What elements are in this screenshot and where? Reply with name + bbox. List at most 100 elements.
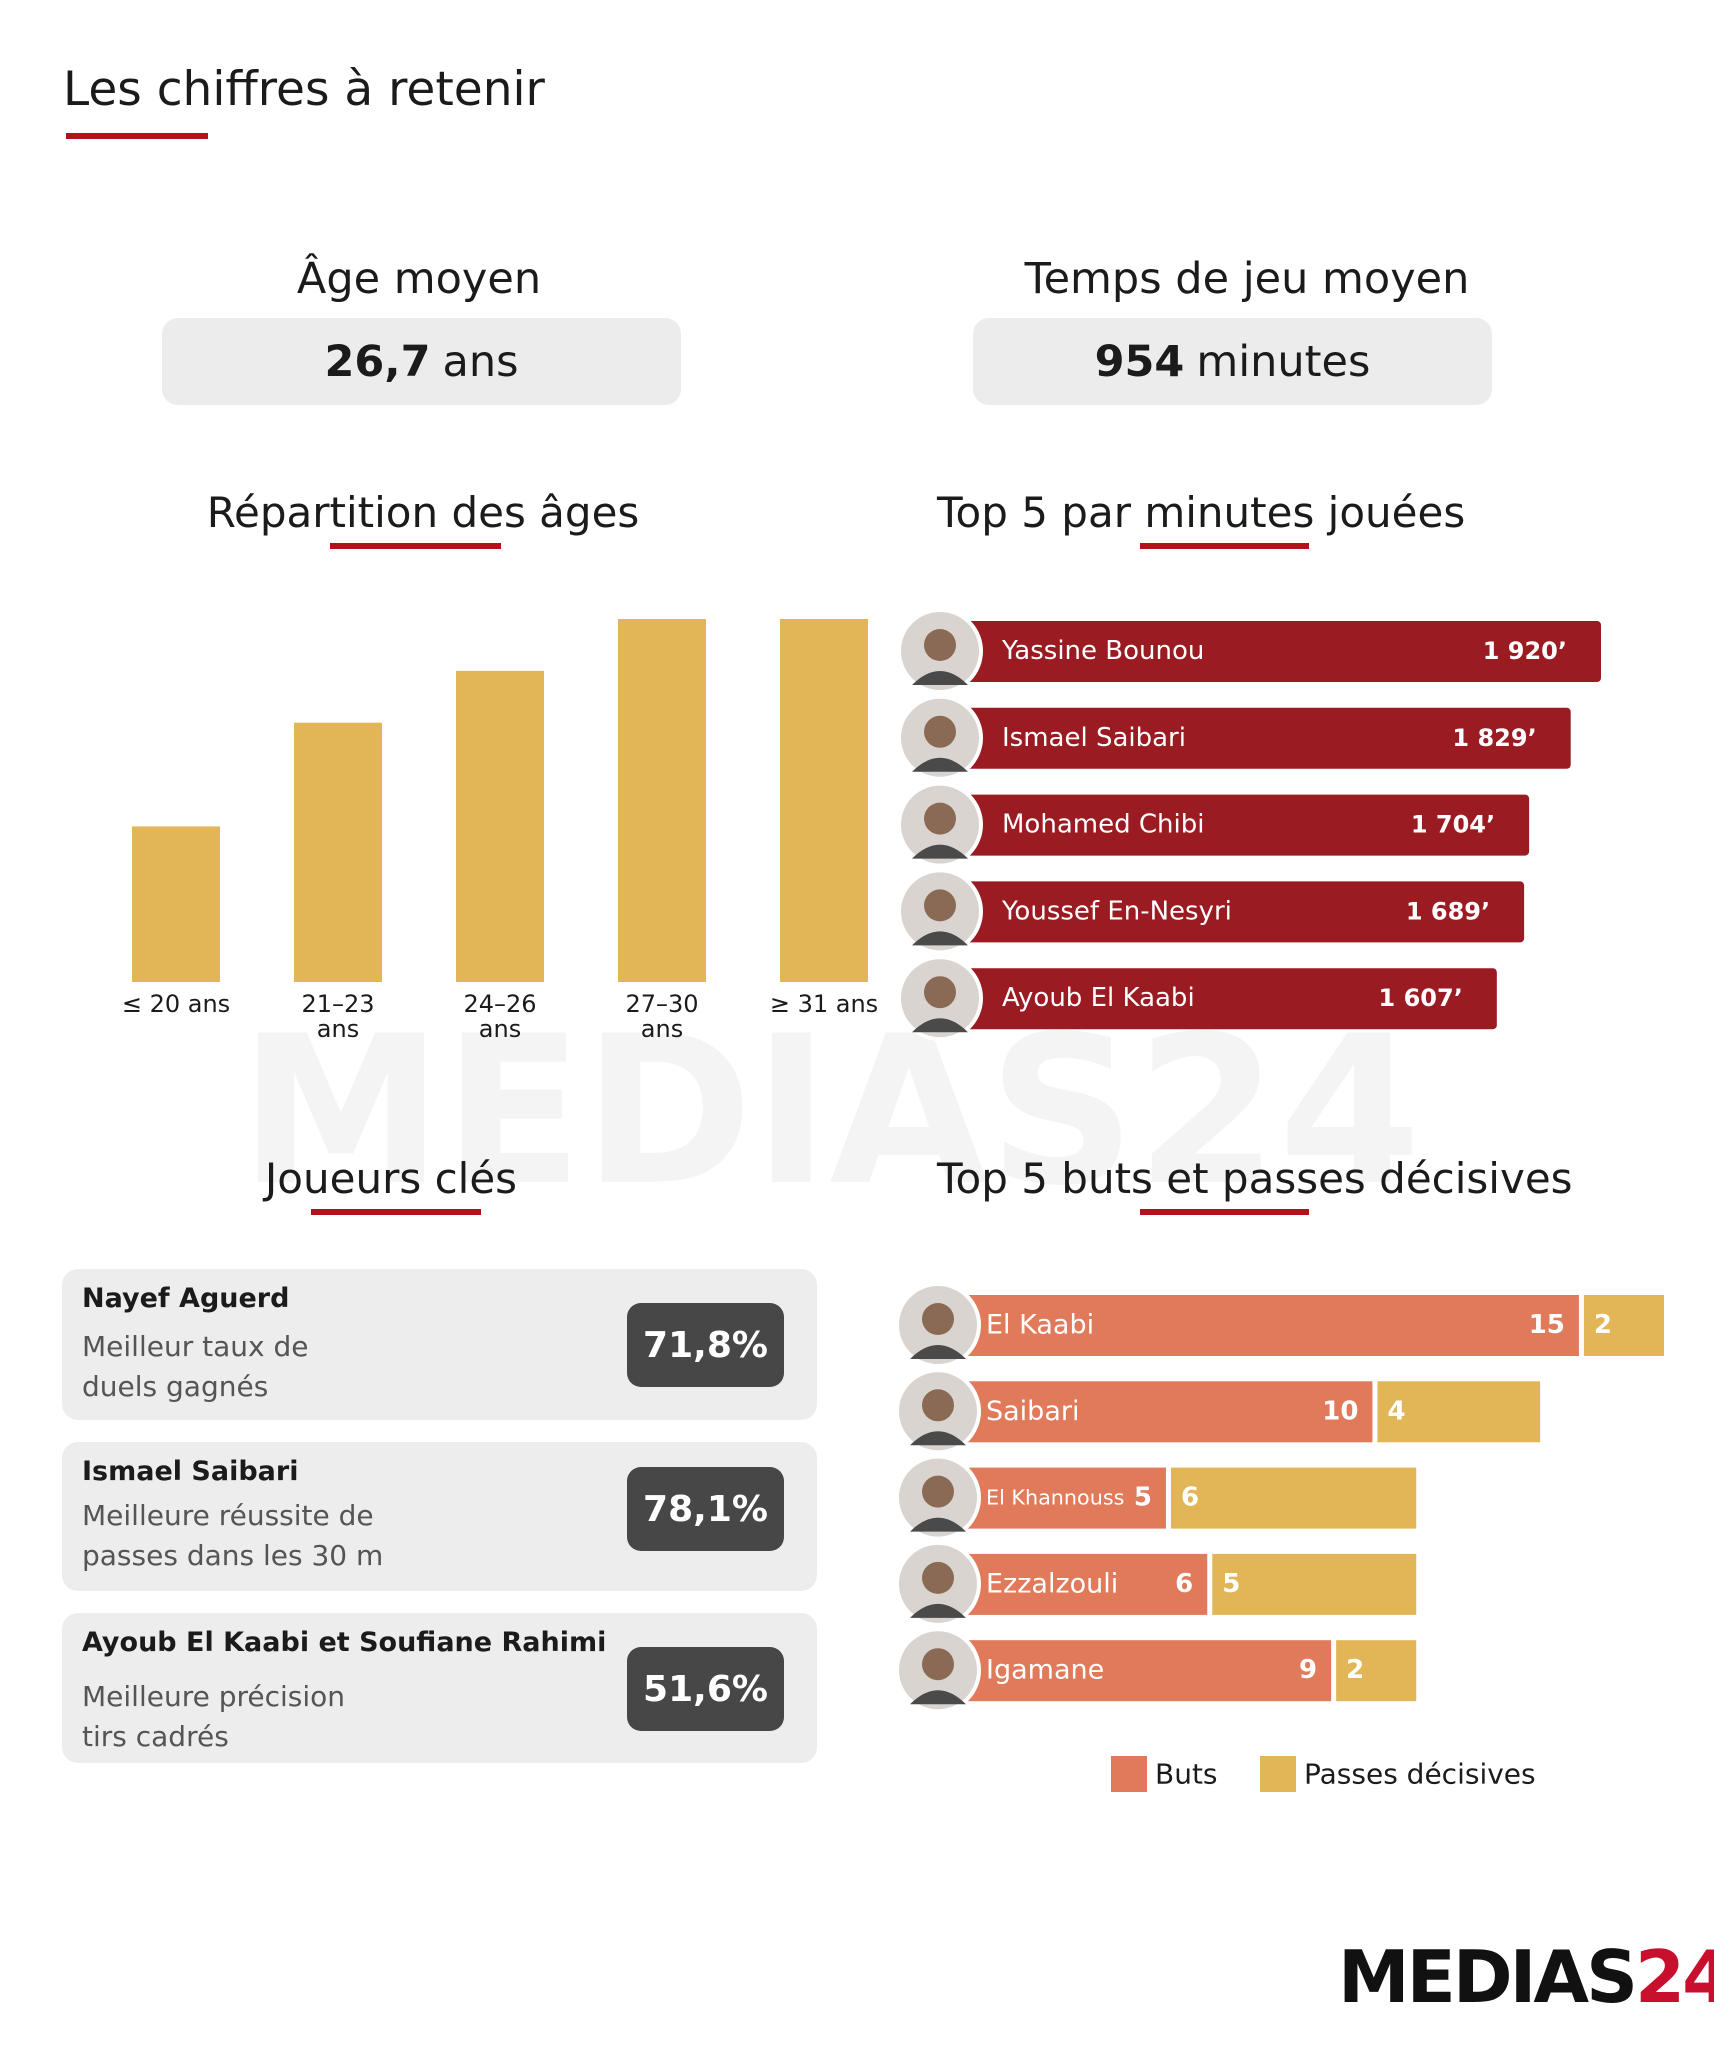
bar [456, 670, 544, 982]
bar-segment [1336, 1640, 1417, 1702]
bar-category-label: Youssef En-Nesyri [1001, 896, 1232, 926]
bar [962, 621, 1601, 682]
player-name: Nayef Aguerd [82, 1283, 290, 1314]
section-underline [1140, 1209, 1309, 1215]
logo-text: MEDIAS [1338, 1935, 1635, 2019]
bar-category-label: Mohamed Chibi [1002, 810, 1204, 840]
bar [962, 881, 1525, 943]
stat-value: 26,7 [324, 336, 431, 387]
key-player-card: Ismael Saibari Meilleure réussite de pas… [62, 1442, 817, 1591]
bar [132, 826, 220, 982]
x-tick-label: ≤ 20 ans [121, 990, 231, 1018]
title-underline [66, 133, 208, 139]
player-name: Ismael Saibari [82, 1456, 299, 1487]
player-description: Meilleur taux de [82, 1330, 309, 1363]
player-photo-body [912, 844, 968, 859]
player-photo-head [924, 802, 956, 835]
x-tick-label: 21–23 ans [301, 990, 375, 1043]
stat-unit: ans [442, 336, 519, 387]
player-photo-body [910, 1431, 966, 1446]
bar-category-label: Ayoub El Kaabi [1002, 983, 1195, 1013]
stat-label: Âge moyen [296, 254, 542, 304]
bar [962, 794, 1530, 856]
player-photo-head [922, 1561, 954, 1594]
stat-value: 954 [1094, 336, 1185, 387]
legend-label: Passes décisives [1304, 1758, 1536, 1791]
bar-segment [962, 1295, 1579, 1356]
stat-badge: 51,6% [627, 1647, 784, 1731]
player-photo-body [912, 931, 968, 946]
legend-swatch [1111, 1756, 1147, 1792]
bar-segment [1377, 1381, 1541, 1443]
player-photo-head [922, 1303, 954, 1335]
bar-value-label: 1 689’ [1406, 897, 1490, 925]
section-title: Top 5 buts et passes décisives [937, 1154, 1573, 1203]
bar-category-label: El Kaabi [986, 1310, 1094, 1341]
player-photo-body [910, 1517, 966, 1532]
segment-value-label: 10 [1322, 1396, 1358, 1426]
key-player-card: Ayoub El Kaabi et Soufiane Rahimi Meille… [62, 1613, 817, 1763]
stat-box: 954 minutes [973, 318, 1492, 405]
bar-category-label: El Khannouss [986, 1486, 1124, 1510]
x-tick-label: ≥ 31 ans [769, 990, 879, 1018]
x-tick-label: 27–30 ans [625, 990, 699, 1043]
segment-value-label: 15 [1529, 1310, 1565, 1340]
player-photo-head [922, 1389, 954, 1422]
bar [618, 619, 706, 982]
player-photo-body [910, 1690, 966, 1705]
key-player-card: Nayef Aguerd Meilleur taux de duels gagn… [62, 1269, 817, 1420]
section-title: Top 5 par minutes jouées [937, 488, 1466, 537]
player-description: Meilleure réussite de [82, 1499, 374, 1532]
legend-label: Buts [1155, 1758, 1218, 1791]
player-photo-body [912, 671, 968, 685]
stat-label: Temps de jeu moyen [1024, 254, 1470, 304]
bar-category-label: Igamane [986, 1655, 1104, 1686]
player-name: Ayoub El Kaabi et Soufiane Rahimi [82, 1627, 607, 1658]
segment-value-label: 6 [1181, 1483, 1199, 1513]
player-description: duels gagnés [82, 1370, 269, 1403]
player-photo-head [924, 715, 956, 748]
player-photo-head [922, 1475, 954, 1508]
bar-segment [962, 1381, 1373, 1443]
player-photo-head [924, 889, 956, 922]
segment-value-label: 2 [1594, 1310, 1612, 1340]
bar-segment [962, 1467, 1166, 1529]
bar [780, 619, 868, 982]
stat-box: 26,7 ans [162, 318, 681, 405]
segment-value-label: 4 [1387, 1396, 1405, 1426]
player-photo-head [924, 976, 956, 1009]
legend-swatch [1260, 1756, 1296, 1792]
player-photo-body [912, 1018, 968, 1033]
section-underline [311, 1209, 481, 1215]
bar-segment [1170, 1467, 1417, 1529]
bar-segment [962, 1640, 1332, 1702]
bar-value-label: 1 829’ [1452, 724, 1536, 752]
stat-badge: 71,8% [627, 1303, 784, 1387]
section-underline [330, 543, 501, 549]
player-description: Meilleure précision [82, 1680, 346, 1713]
logo: MEDIAS24 [1338, 1935, 1714, 2019]
bar-segment [962, 1553, 1208, 1615]
bar-segment [1583, 1295, 1664, 1356]
bar [962, 968, 1497, 1030]
bar [962, 707, 1571, 769]
stat-badge: 78,1% [627, 1467, 784, 1551]
player-photo-body [912, 757, 968, 772]
segment-value-label: 9 [1299, 1655, 1317, 1685]
bar [294, 722, 382, 982]
bar-segment [1212, 1553, 1417, 1615]
player-description: tirs cadrés [82, 1720, 229, 1753]
bar-value-label: 1 920’ [1483, 637, 1567, 665]
bar-category-label: Saibari [986, 1396, 1079, 1427]
player-description: passes dans les 30 m [82, 1539, 384, 1572]
player-photo-head [924, 629, 956, 661]
player-photo-body [910, 1603, 966, 1618]
bar-category-label: Yassine Bounou [1001, 636, 1204, 666]
page-title: Les chiffres à retenir [63, 62, 545, 117]
x-tick-label: 24–26 ans [463, 990, 537, 1043]
player-photo-body [910, 1345, 966, 1359]
stat-unit: minutes [1196, 336, 1371, 387]
bar-category-label: Ezzalzouli [986, 1568, 1118, 1599]
section-title: Répartition des âges [206, 488, 640, 537]
